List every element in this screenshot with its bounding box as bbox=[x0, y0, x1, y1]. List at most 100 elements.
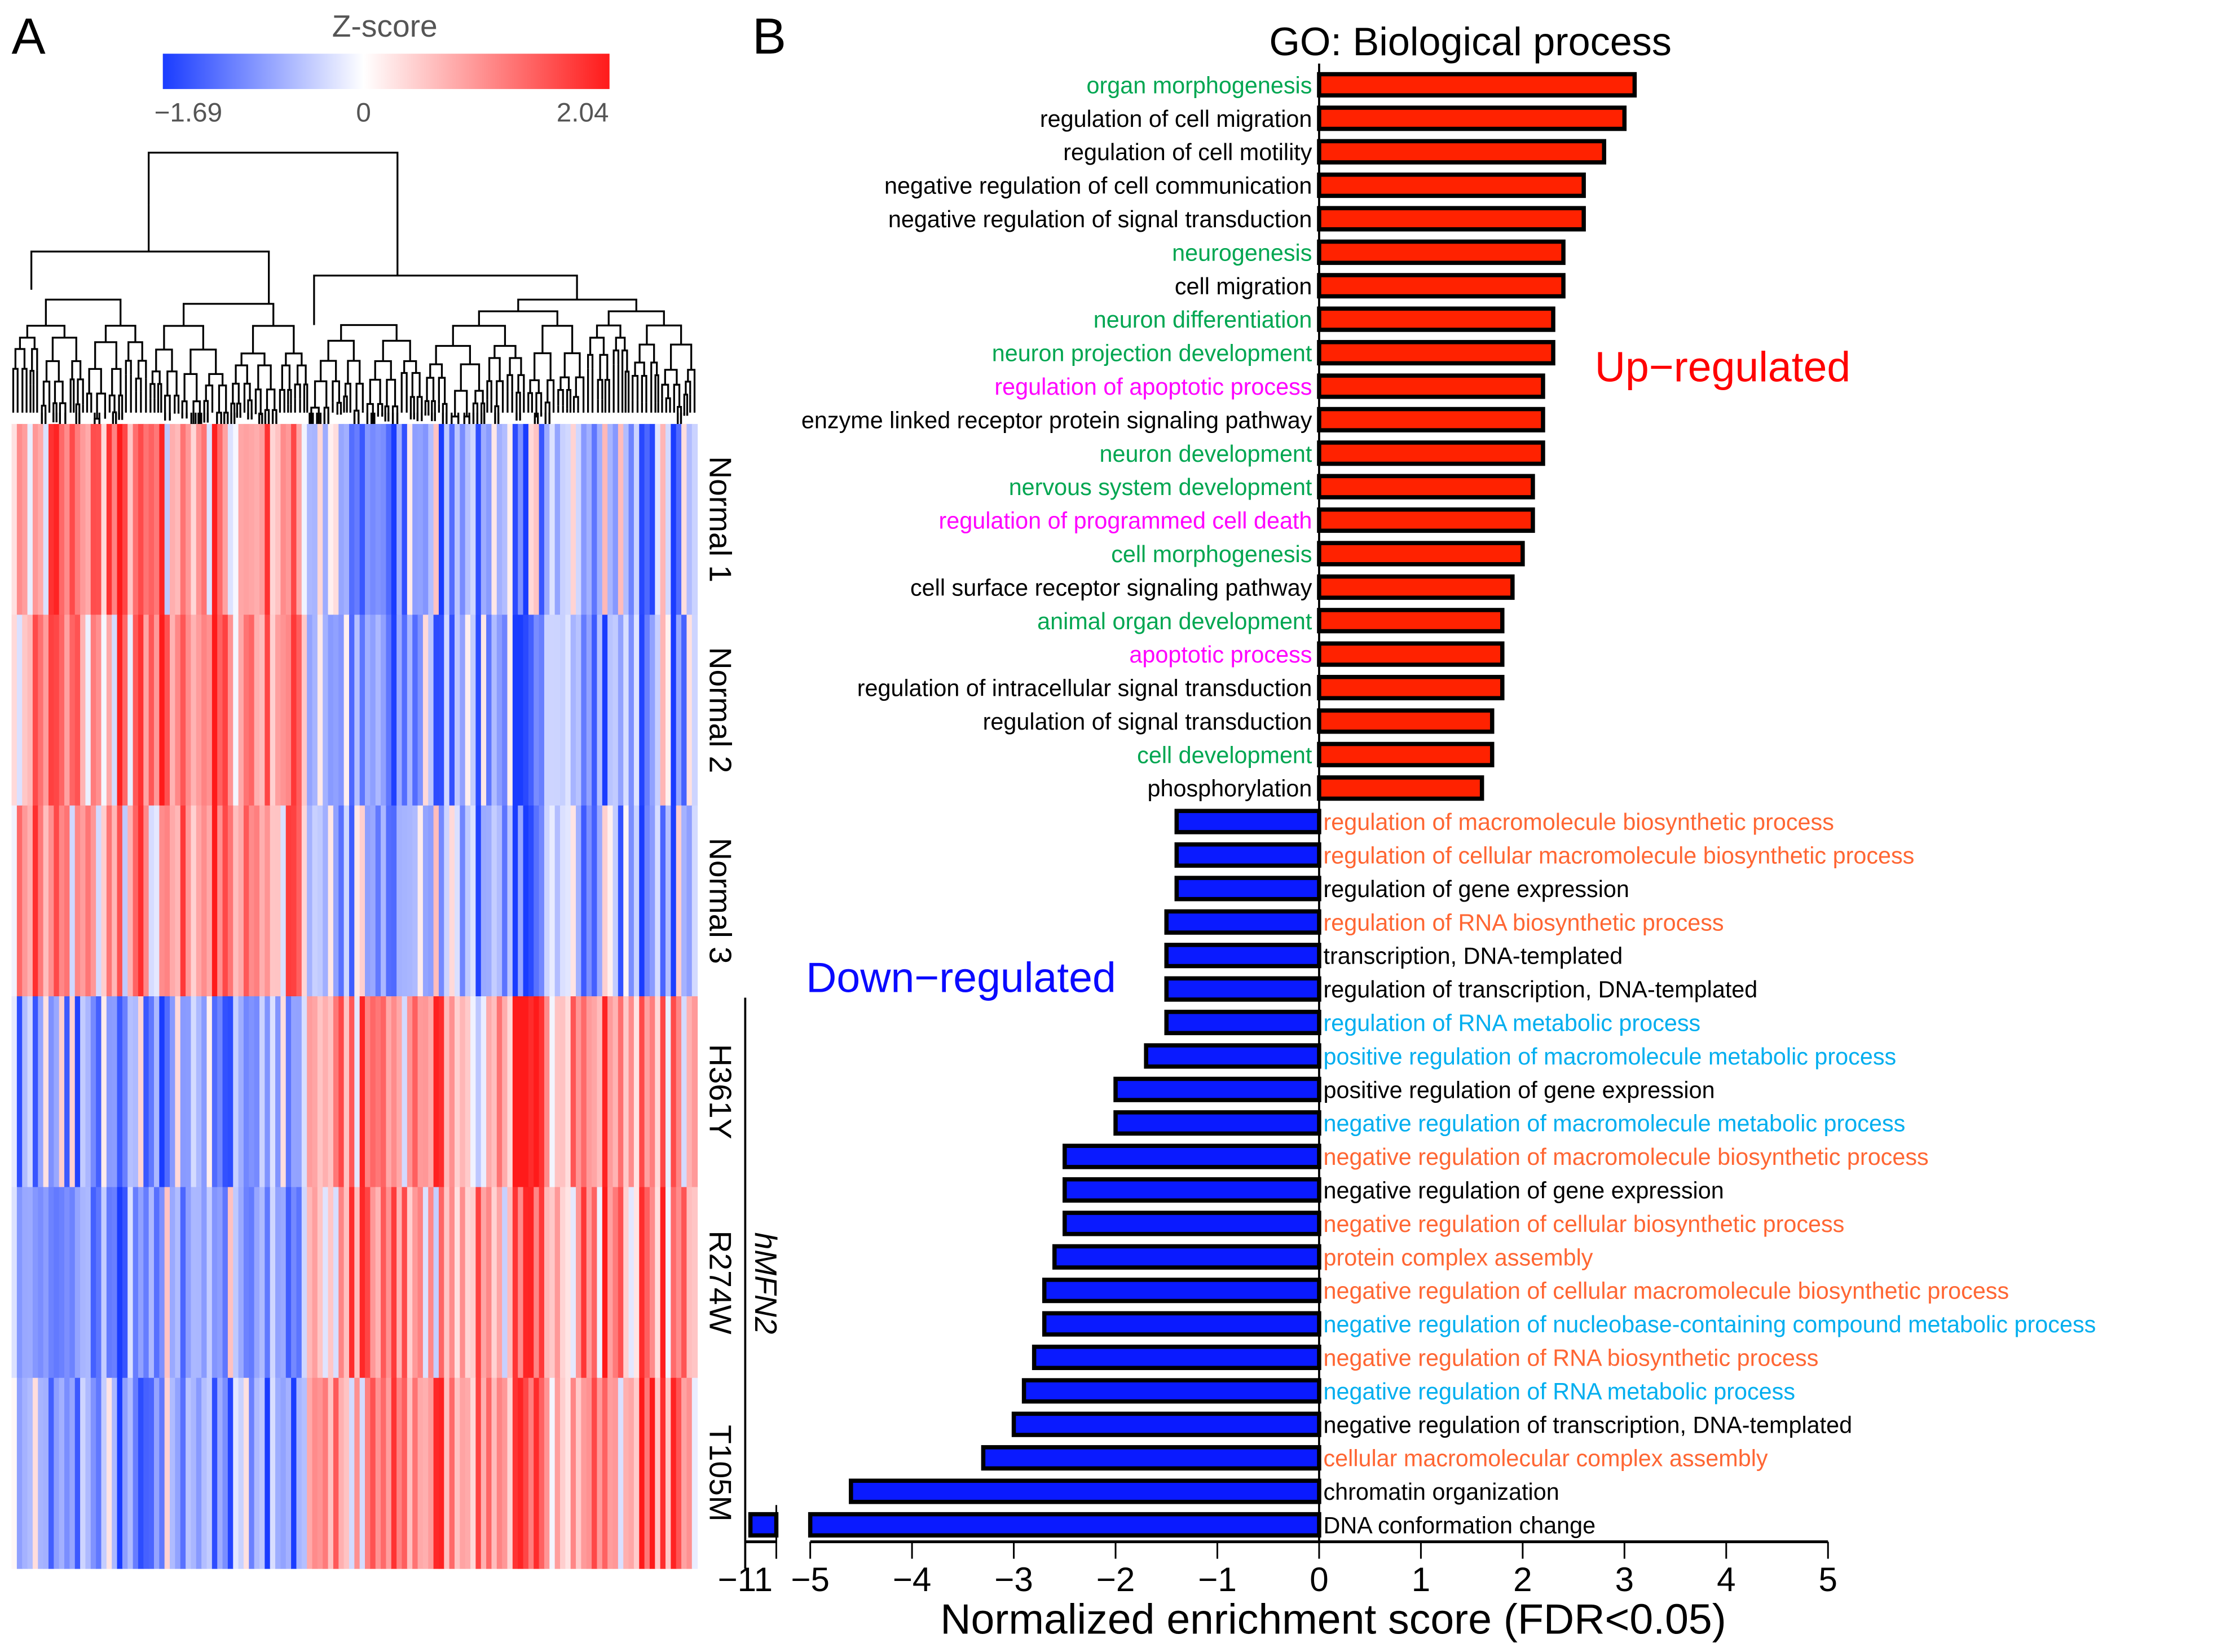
dendrogram-branch bbox=[12, 368, 19, 390]
bar bbox=[1317, 440, 1545, 466]
bar bbox=[1032, 1344, 1321, 1370]
heatmap-cell bbox=[180, 423, 187, 615]
dendrogram-branch bbox=[650, 361, 658, 376]
heatmap-cell bbox=[122, 1377, 129, 1569]
heatmap-cell bbox=[211, 615, 218, 806]
dendrogram-branch bbox=[313, 275, 578, 325]
category-label: regulation of cellular macromolecule bio… bbox=[1323, 843, 1914, 869]
heatmap-cell bbox=[691, 996, 698, 1187]
dendrogram-branch bbox=[454, 390, 468, 417]
heatmap-cell bbox=[201, 423, 208, 615]
category-label: apoptotic process bbox=[1129, 642, 1312, 668]
heatmap-row-label: Normal 1 bbox=[703, 456, 738, 582]
heatmap-cell bbox=[206, 1187, 213, 1379]
dendrogram-branch bbox=[254, 388, 262, 414]
heatmap-cell bbox=[586, 996, 593, 1187]
heatmap-cell bbox=[301, 1377, 308, 1569]
heatmap-cell bbox=[80, 1377, 86, 1569]
heatmap-cell bbox=[660, 423, 667, 615]
heatmap-cell bbox=[69, 423, 76, 615]
dendrogram-branch bbox=[486, 380, 492, 400]
heatmap-cell bbox=[270, 1187, 276, 1379]
heatmap-cell bbox=[502, 805, 508, 997]
heatmap-cell bbox=[633, 423, 640, 615]
heatmap-cell bbox=[296, 996, 302, 1187]
dendrogram-branch bbox=[429, 363, 443, 378]
heatmap-cell bbox=[465, 1187, 471, 1379]
heatmap-cell bbox=[54, 1377, 60, 1569]
colorbar-title: Z-score bbox=[332, 8, 438, 43]
category-label: neuron projection development bbox=[992, 341, 1312, 366]
heatmap-cell bbox=[291, 996, 297, 1187]
heatmap-cell bbox=[381, 1187, 387, 1379]
heatmap-cell bbox=[481, 1377, 487, 1569]
heatmap-cell bbox=[686, 423, 693, 615]
category-label: chromatin organization bbox=[1323, 1479, 1559, 1505]
heatmap-cell bbox=[528, 996, 535, 1187]
heatmap-cell bbox=[254, 1377, 261, 1569]
dendrogram-branch bbox=[26, 325, 65, 338]
heatmap-cell bbox=[676, 423, 682, 615]
heatmap-cell bbox=[592, 1377, 598, 1569]
x-tick-label: −4 bbox=[893, 1561, 932, 1598]
heatmap-cell bbox=[170, 805, 176, 997]
dendrogram-branch bbox=[264, 409, 270, 436]
heatmap-cell bbox=[233, 615, 239, 806]
heatmap-cell bbox=[676, 1377, 682, 1569]
dendrogram-branch bbox=[673, 383, 681, 407]
heatmap-cell bbox=[211, 423, 218, 615]
dendrogram-branch bbox=[347, 360, 361, 384]
heatmap-cell bbox=[422, 996, 429, 1187]
heatmap-cell bbox=[518, 805, 524, 997]
heatmap-cell bbox=[159, 805, 165, 997]
heatmap-cell bbox=[285, 423, 292, 615]
category-label: cell migration bbox=[1175, 273, 1312, 299]
heatmap-cell bbox=[370, 615, 376, 806]
heatmap-cell bbox=[402, 1377, 408, 1569]
heatmap-cell bbox=[16, 805, 23, 997]
heatmap-cell bbox=[417, 1187, 424, 1379]
heatmap-cell bbox=[491, 996, 497, 1187]
dendrogram-branch bbox=[612, 349, 620, 365]
heatmap-cell bbox=[470, 423, 477, 615]
dendrogram-branch bbox=[336, 401, 342, 415]
heatmap-cell bbox=[618, 1187, 624, 1379]
heatmap-cell bbox=[449, 1377, 455, 1569]
heatmap-cell bbox=[460, 1187, 466, 1379]
dendrogram-branch bbox=[355, 382, 364, 411]
heatmap-cell bbox=[54, 423, 60, 615]
heatmap-cell bbox=[428, 805, 434, 997]
heatmap-cell bbox=[333, 996, 340, 1187]
heatmap-cell bbox=[396, 1377, 403, 1569]
heatmap-cell bbox=[570, 1377, 577, 1569]
heatmap-cell bbox=[602, 996, 609, 1187]
heatmap-cell bbox=[438, 1377, 445, 1569]
heatmap-cell bbox=[460, 423, 466, 615]
heatmap-cell bbox=[90, 1187, 97, 1379]
heatmap-cell bbox=[386, 615, 392, 806]
dendrogram-branch bbox=[493, 344, 517, 359]
heatmap-cell bbox=[317, 996, 324, 1187]
category-label: regulation of signal transduction bbox=[983, 709, 1312, 735]
dendrogram bbox=[12, 152, 696, 456]
heatmap-cell bbox=[328, 615, 334, 806]
heatmap-cell bbox=[407, 1187, 413, 1379]
dendrogram-branch bbox=[77, 378, 84, 405]
heatmap-cell bbox=[412, 423, 418, 615]
dendrogram-branch bbox=[575, 376, 585, 397]
category-label: negative regulation of nucleobase-contai… bbox=[1323, 1311, 2096, 1337]
heatmap-cell bbox=[370, 996, 376, 1187]
heatmap-cell bbox=[402, 423, 408, 615]
heatmap-cell bbox=[554, 1377, 561, 1569]
dendrogram-branch bbox=[683, 394, 689, 416]
heatmap-cell bbox=[349, 615, 355, 806]
dendrogram-branch bbox=[534, 352, 552, 381]
heatmap-cell bbox=[412, 1187, 418, 1379]
heatmap-cell bbox=[686, 615, 693, 806]
dendrogram-branch bbox=[535, 392, 543, 417]
heatmap-cell bbox=[112, 1377, 118, 1569]
heatmap-cell bbox=[64, 996, 70, 1187]
heatmap-cell bbox=[285, 615, 292, 806]
heatmap-cell bbox=[48, 615, 55, 806]
heatmap-cell bbox=[454, 996, 461, 1187]
